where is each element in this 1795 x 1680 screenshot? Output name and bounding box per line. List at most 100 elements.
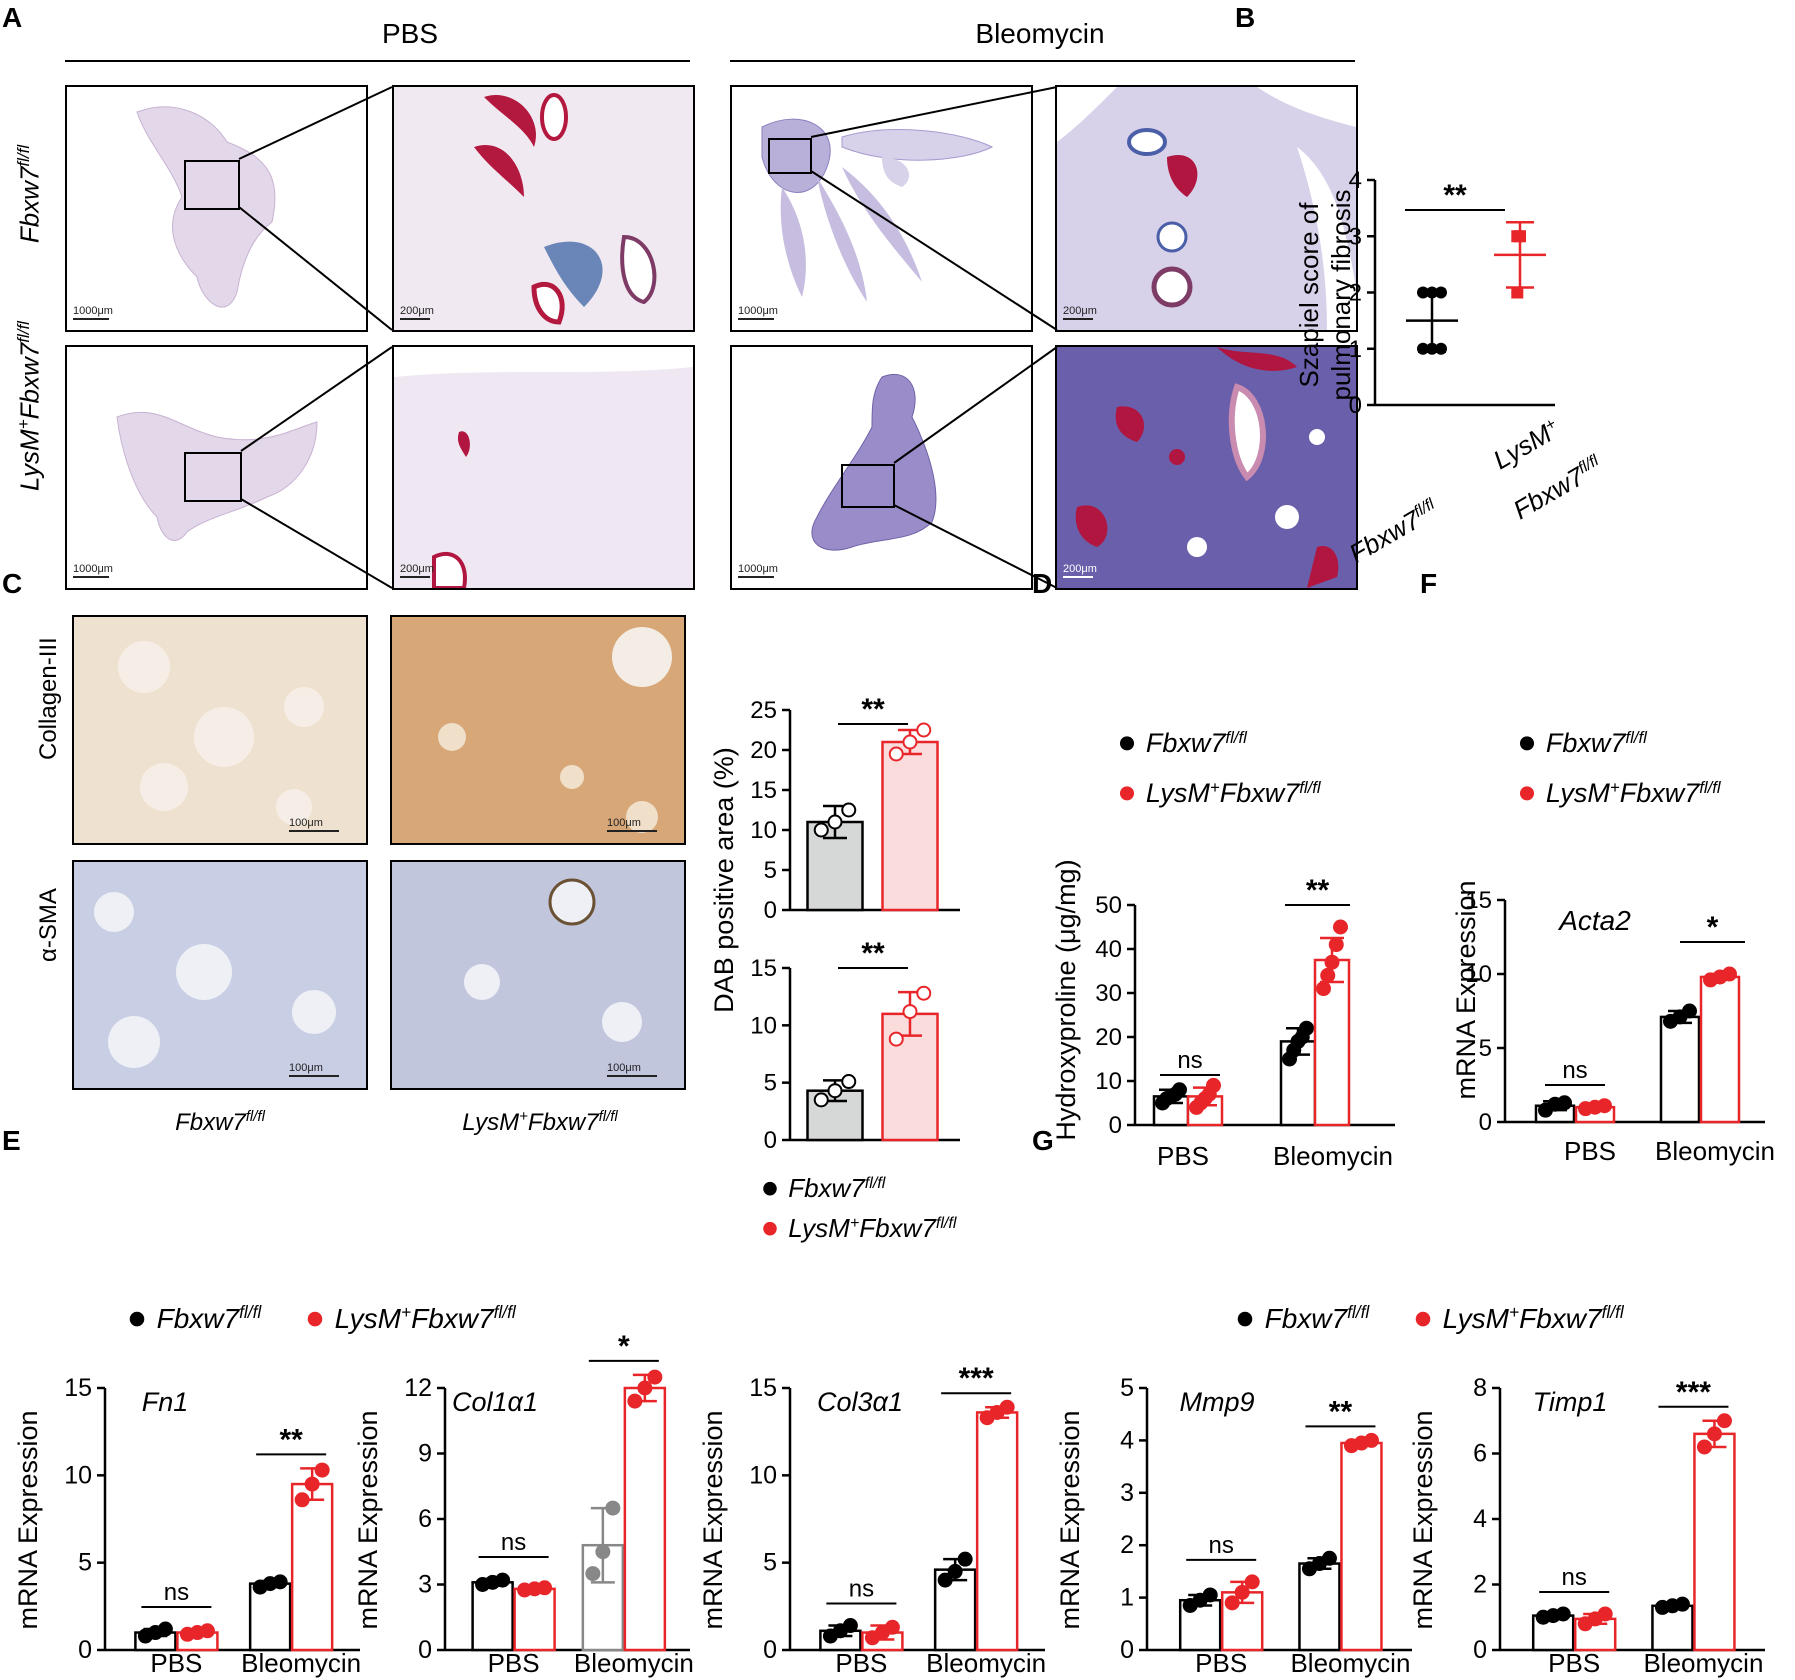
chart-c-bot-ytick-label: 15 bbox=[750, 955, 777, 982]
chart-e-col1a1-wt-point bbox=[595, 1544, 611, 1560]
chart-d-sig-label: ** bbox=[1306, 874, 1330, 907]
chart-e-col3a1-xlabel-bleo: Bleomycin bbox=[926, 1648, 1046, 1678]
chart-c-top-ytick-label: 10 bbox=[750, 817, 777, 844]
ihc-collagen-wt: 100μm bbox=[72, 615, 368, 845]
chart-d-ko-point bbox=[1333, 919, 1348, 935]
chart-f-ylabel: mRNA Expression bbox=[1451, 880, 1481, 1099]
chart-f-sig-label: ns bbox=[1562, 1057, 1587, 1084]
col-header-rule-pbs bbox=[65, 60, 690, 62]
chart-e-col3a1-ko-point bbox=[884, 1619, 900, 1635]
panel-letter-e: E bbox=[2, 1125, 21, 1156]
chart-c-bot-ytick-label: 10 bbox=[750, 1012, 777, 1039]
chart-b-ytick-label: 0 bbox=[1349, 392, 1362, 419]
chart-g-mmp9-ytick-label: 2 bbox=[1120, 1531, 1134, 1559]
chart-e-fn1-ko-bar bbox=[290, 1482, 334, 1652]
chart-d-ko-point bbox=[1316, 981, 1331, 997]
ihc-asma-ko: 100μm bbox=[390, 860, 686, 1090]
chart-d-xlabel-bleo: Bleomycin bbox=[1273, 1141, 1393, 1171]
panel-letter-c: C bbox=[2, 568, 23, 599]
chart-d-ytick-label: 20 bbox=[1095, 1024, 1122, 1051]
chart-c-top-ko-point bbox=[902, 734, 918, 750]
chart-g-mmp9-ko-point bbox=[1363, 1432, 1379, 1448]
chart-c-top-sig-label: ** bbox=[861, 693, 885, 726]
micrograph-bleo-wt-zoom: 200μm bbox=[1055, 85, 1358, 332]
legend-label: Fbxw7fl/fl bbox=[1265, 1302, 1371, 1334]
col-header-pbs: PBS bbox=[381, 18, 439, 49]
chart-e-col1a1-ko-point bbox=[637, 1380, 653, 1396]
chart-c-bot-ko-point bbox=[916, 985, 932, 1001]
chart-e-col1a1-ko-bar bbox=[623, 1386, 667, 1652]
chart-e-col1a1-ko-point bbox=[627, 1393, 643, 1409]
chart-e-col1a1-ytick-label: 3 bbox=[418, 1571, 432, 1599]
chart-g-mmp9-ytick-label: 1 bbox=[1120, 1584, 1134, 1612]
chart-d-ytick-label: 50 bbox=[1095, 892, 1122, 919]
chart-e-col1a1-wt-point bbox=[585, 1566, 601, 1582]
chart-g-timp1-ytick-label: 4 bbox=[1473, 1505, 1487, 1533]
chart-g-mmp9-ko-point bbox=[1224, 1595, 1240, 1611]
chart-b-point bbox=[1435, 342, 1447, 355]
ihc-asma-wt: 100μm bbox=[72, 860, 368, 1090]
chart-c-bot-wt-point bbox=[827, 1083, 843, 1099]
chart-e-col3a1-ytick-label: 15 bbox=[749, 1374, 777, 1402]
chart-e-fn1-ytick-label: 5 bbox=[78, 1549, 92, 1577]
chart-g-mmp9-ytick-label: 5 bbox=[1120, 1374, 1134, 1402]
chart-g-mmp9-ytick-label: 3 bbox=[1120, 1479, 1134, 1507]
legend-label: Fbxw7fl/fl bbox=[157, 1302, 263, 1334]
chart-c-top-wt-point bbox=[841, 802, 857, 818]
chart-f-wt-point bbox=[1557, 1095, 1572, 1111]
chart-e-col1a1-ko-bar bbox=[513, 1587, 556, 1652]
legend-label: LysM+Fbxw7fl/fl bbox=[1146, 778, 1322, 809]
chart-c-bot-ko-point bbox=[888, 1031, 904, 1047]
chart-b-ytick-label: 1 bbox=[1349, 336, 1362, 363]
chart-e-col1a1-ytick-label: 9 bbox=[418, 1440, 432, 1468]
chart-b-ylabel: Szapiel score of bbox=[1294, 202, 1324, 388]
col-header-rule-bleomycin bbox=[730, 60, 1355, 62]
legend-label: Fbxw7fl/fl bbox=[1546, 728, 1648, 759]
chart-e-fn1-ytick-label: 15 bbox=[64, 1374, 92, 1402]
chart-d-ylabel: Hydroxyproline (μg/mg) bbox=[1051, 859, 1081, 1140]
chart-d-ko-point bbox=[1206, 1077, 1221, 1093]
chart-g-timp1-sig-label: ns bbox=[1562, 1564, 1587, 1591]
chart-g-mmp9-ytick-label: 4 bbox=[1120, 1426, 1134, 1454]
chart-g-timp1-ytick-label: 6 bbox=[1473, 1440, 1487, 1468]
chart-e-col3a1-ylabel: mRNA Expression bbox=[698, 1410, 728, 1629]
micrograph-pbs-ko-zoom: 200μm bbox=[392, 345, 695, 590]
chart-f-ko-bar bbox=[1699, 975, 1741, 1124]
chart-f-sig-label: * bbox=[1707, 911, 1719, 944]
chart-d-ko-point bbox=[1324, 954, 1340, 970]
chart-d-wt-bar bbox=[1152, 1095, 1190, 1127]
chart-g-timp1-xlabel-pbs: PBS bbox=[1548, 1648, 1600, 1678]
chart-d-ko-point bbox=[1328, 937, 1344, 953]
chart-g-mmp9-ylabel: mRNA Expression bbox=[1055, 1410, 1085, 1629]
chart-f-title: Acta2 bbox=[1557, 905, 1631, 936]
chart-e-col3a1-wt-point bbox=[957, 1551, 973, 1567]
chart-e-fn1-title: Fn1 bbox=[142, 1387, 189, 1417]
chart-f-ytick-label: 10 bbox=[1465, 961, 1492, 988]
legend-label: LysM+Fbxw7fl/fl bbox=[335, 1302, 517, 1334]
chart-g-mmp9-wt-point bbox=[1202, 1587, 1218, 1603]
chart-c-top-ytick-label: 0 bbox=[764, 897, 777, 924]
chart-d-wt-point bbox=[1299, 1020, 1314, 1036]
chart-d-xlabel-pbs: PBS bbox=[1157, 1141, 1209, 1171]
chart-d-ytick-label: 40 bbox=[1095, 936, 1122, 963]
chart-g-timp1-wt-point bbox=[1555, 1606, 1571, 1622]
chart-e-col1a1-wt-bar bbox=[471, 1581, 514, 1652]
chart-c-top-ytick-label: 20 bbox=[750, 737, 777, 764]
legend-marker bbox=[1237, 1311, 1253, 1327]
legend-marker bbox=[763, 1181, 777, 1196]
chart-g-mmp9-sig-label: ** bbox=[1329, 1395, 1353, 1428]
legend-label: Fbxw7fl/fl bbox=[788, 1173, 886, 1203]
chart-b-sig-label: ** bbox=[1443, 179, 1467, 212]
chart-f-ytick-label: 5 bbox=[1479, 1035, 1492, 1062]
chart-c-ylabel: DAB positive area (%) bbox=[709, 747, 739, 1013]
chart-e-fn1-xlabel-bleo: Bleomycin bbox=[241, 1648, 361, 1678]
panel-letter-d: D bbox=[1032, 568, 1053, 599]
micrograph-pbs-ko-overview: 1000μm bbox=[65, 345, 368, 590]
chart-g-mmp9-wt-bar bbox=[1298, 1562, 1341, 1652]
panel-letter-f: F bbox=[1420, 568, 1438, 599]
chart-e-fn1-sig-label: ** bbox=[279, 1423, 303, 1456]
chart-g-timp1-ko-bar bbox=[1693, 1432, 1736, 1652]
legend-label: LysM+Fbxw7fl/fl bbox=[1546, 778, 1722, 809]
chart-c-top-ko-bar bbox=[881, 740, 939, 912]
